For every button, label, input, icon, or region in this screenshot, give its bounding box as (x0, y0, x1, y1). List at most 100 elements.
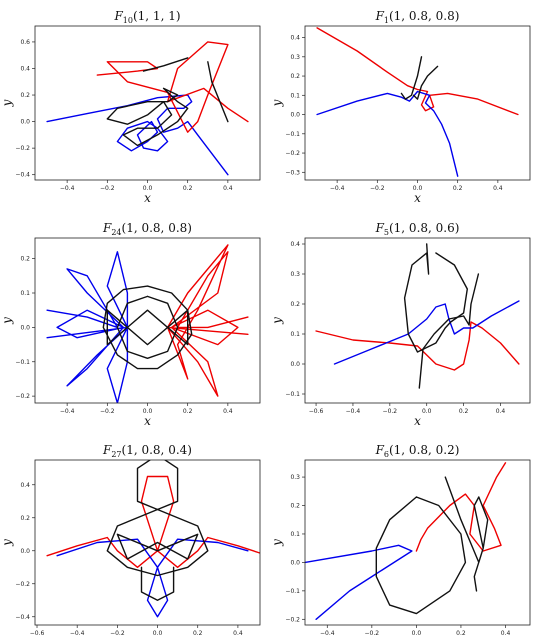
subplot-6: −0.4−0.20.00.20.4−0.2−0.10.00.10.20.3xyF… (270, 443, 531, 637)
x-tick-label: 0.2 (453, 185, 463, 192)
x-tick-label: −0.6 (30, 630, 45, 637)
y-tick-label: −0.1 (15, 359, 30, 366)
x-tick-label: 0.0 (413, 185, 423, 192)
y-tick-label: 0.3 (290, 271, 300, 278)
x-tick-label: 0.0 (422, 408, 432, 415)
x-tick-label: −0.2 (110, 630, 125, 637)
subplot-3-curve-3 (102, 285, 193, 370)
y-tick-label: 0.2 (290, 503, 300, 510)
subplot-3: −0.4 −0.2 0.0 0.2 0.4 −0.2 −0.1 0.0 0.1 0.2 x y F24(… (0, 221, 261, 428)
y-tick-label: 0.3 (290, 474, 300, 481)
y-axis-label: y (0, 99, 14, 107)
y-tick-label: −0.2 (285, 150, 300, 157)
subplot-5-curve-2 (56, 538, 249, 618)
y-tick-label: 0.0 (20, 119, 30, 126)
y-tick-label: 0.2 (290, 73, 300, 80)
subplot-2-curve-2 (316, 90, 459, 177)
y-tick-label: 0.0 (290, 112, 300, 119)
subplot-4-curve-3 (403, 243, 468, 353)
y-axis-label: y (0, 539, 14, 547)
subplot-2-curve-4 (412, 65, 439, 100)
subplot-4: −0.6 −0.4 −0.2 0.0 0.2 0.4 −0.1 0.0 0.1 0.2 0.3 0.4… (270, 221, 531, 428)
subplot-3-curve-1 (46, 251, 129, 403)
subplot-title: F5(1, 0.8, 0.6) (375, 221, 460, 237)
x-tick-label: 0.4 (223, 185, 233, 192)
y-axis-label: y (0, 317, 14, 325)
y-tick-label: 0.1 (290, 92, 300, 99)
x-tick-label: −0.6 (309, 408, 324, 415)
y-tick-label: 0.4 (290, 241, 300, 248)
y-tick-label: −0.3 (285, 169, 300, 176)
x-tick-label: −0.2 (383, 408, 398, 415)
x-tick-label: 0.4 (493, 185, 503, 192)
y-axis-label: y (270, 539, 284, 547)
y-tick-label: −0.1 (285, 391, 300, 398)
subplot-6-curve-3 (375, 496, 467, 615)
y-axis-label: y (270, 317, 284, 325)
subplot-6-curve-2 (305, 544, 413, 620)
subplot-5-curve-1 (46, 475, 260, 568)
y-tick-label: −0.2 (15, 393, 30, 400)
subplot-title: F1(1, 0.8, 0.8) (375, 9, 460, 25)
y-axis-label: y (270, 99, 284, 107)
y-tick-label: −0.1 (285, 588, 300, 595)
y-tick-label: −0.1 (285, 131, 300, 138)
x-axis-label: x (414, 191, 421, 205)
x-tick-label: 0.0 (153, 630, 163, 637)
subplot-2-curve-1 (316, 27, 519, 116)
x-tick-label: −0.2 (365, 630, 380, 637)
subplot-4-curve-4 (418, 273, 480, 389)
subplot-1-curve-3 (96, 41, 249, 133)
x-tick-label: 0.4 (501, 630, 511, 637)
x-tick-label: −0.2 (100, 408, 115, 415)
y-tick-label: 0.0 (290, 559, 300, 566)
subplot-6-curve-1 (415, 462, 507, 552)
subplot-5-curve-4 (106, 508, 209, 577)
subplot-1-curve-5 (207, 61, 229, 123)
y-tick-label: −0.2 (15, 145, 30, 152)
subplot-2-curve-3 (400, 56, 423, 100)
y-tick-label: 0.4 (20, 482, 30, 489)
x-tick-label: 0.2 (183, 408, 193, 415)
x-tick-label: 0.2 (183, 185, 193, 192)
x-tick-label: 0.4 (223, 408, 233, 415)
subplot-2: −0.4 −0.2 0.0 0.2 0.4 −0.3 −0.2 −0.1 0.0 0.1 0.2 0.… (270, 9, 531, 205)
y-tick-label: −0.4 (15, 614, 30, 621)
x-tick-label: 0.4 (233, 630, 243, 637)
y-tick-label: −0.2 (285, 616, 300, 623)
y-tick-label: 0.1 (20, 290, 30, 297)
y-tick-label: 0.6 (20, 39, 30, 46)
y-tick-label: 0.1 (290, 331, 300, 338)
y-tick-label: 0.1 (290, 531, 300, 538)
x-tick-label: 0.4 (496, 408, 506, 415)
subplot-4-curve-1 (315, 321, 520, 371)
y-tick-label: 0.3 (290, 54, 300, 61)
subplot-6-frame (304, 459, 531, 626)
x-tick-label: −0.4 (60, 408, 75, 415)
x-tick-label: 0.0 (143, 185, 153, 192)
y-tick-label: 0.0 (20, 548, 30, 555)
subplot-6-curve-4 (444, 476, 489, 592)
y-tick-label: −0.2 (15, 581, 30, 588)
subplot-1-curve-6 (106, 87, 189, 147)
x-axis-label: x (144, 414, 151, 428)
subplot-title: F6(1, 0.8, 0.2) (375, 443, 460, 459)
subplot-title: F24(1, 0.8, 0.8) (102, 221, 192, 237)
subplot-3-curve-5 (106, 309, 189, 346)
x-tick-label: −0.4 (330, 185, 345, 192)
subplot-2-frame (304, 25, 531, 181)
subplot-5-curve-5 (140, 566, 175, 601)
y-tick-label: 0.2 (20, 515, 30, 522)
x-tick-label: 0.2 (193, 630, 203, 637)
x-tick-label: −0.4 (346, 408, 361, 415)
x-tick-label: −0.2 (100, 185, 115, 192)
subplot-4-frame (304, 237, 531, 404)
subplot-1: −0.4 −0.2 0.0 0.2 0.4 −0.4 −0.2 0.0 0.2 0.4 0.6 x y F… (0, 9, 261, 205)
x-tick-label: 0.2 (459, 408, 469, 415)
y-tick-label: 0.0 (290, 361, 300, 368)
subplot-title: F10(1, 1, 1) (113, 9, 180, 25)
y-tick-label: −0.4 (15, 172, 30, 179)
x-tick-label: 0.0 (412, 630, 422, 637)
subplot-5-curve-3 (136, 460, 179, 511)
subplot-title: F27(1, 0.8, 0.4) (102, 443, 192, 459)
